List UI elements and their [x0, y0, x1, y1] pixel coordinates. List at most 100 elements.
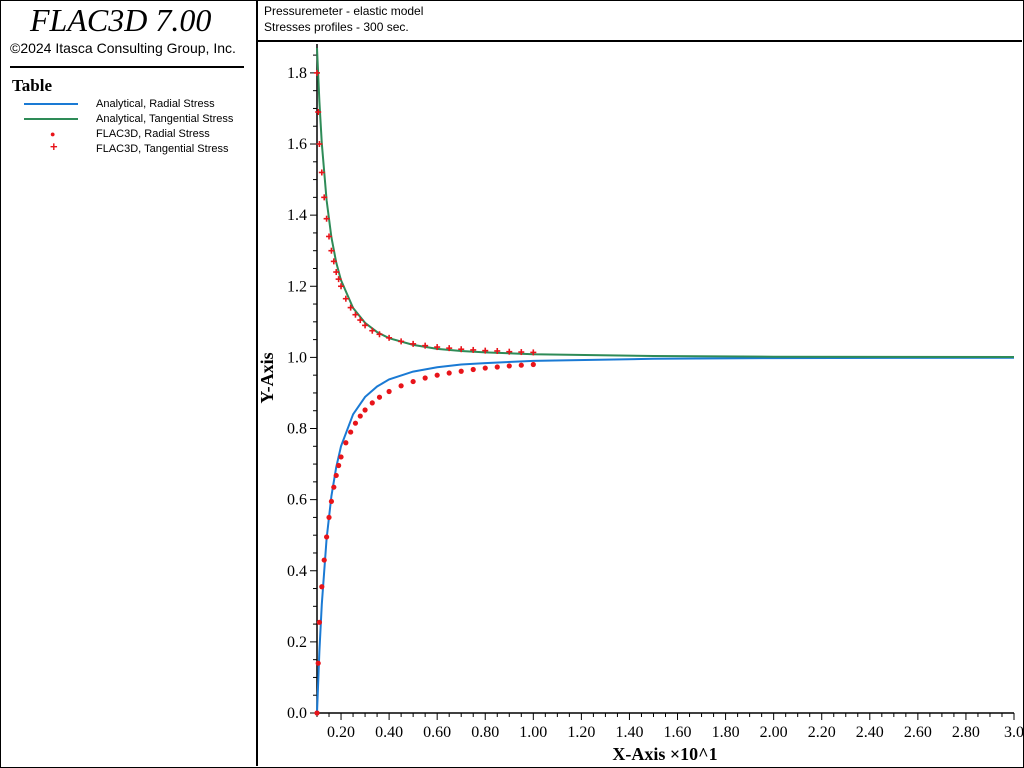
series-flac3d-radial-point [422, 375, 428, 381]
x-tick-label: 0.20 [327, 724, 355, 741]
legend-item-analytical-tangential: Analytical, Tangential Stress [20, 112, 254, 126]
divider [10, 66, 244, 68]
series-flac3d-tangential-point [338, 283, 345, 290]
y-tick-label: 1.0 [287, 349, 307, 366]
x-tick-label: 1.60 [664, 724, 692, 741]
y-tick-label: 1.2 [287, 278, 307, 295]
series-flac3d-tangential-point [470, 346, 477, 353]
series-flac3d-radial-point [336, 462, 342, 469]
series-flac3d-radial-point [530, 361, 536, 368]
series-flac3d-tangential-point [362, 322, 369, 329]
x-tick-label: 1.20 [567, 724, 595, 741]
series-flac3d-tangential-point [352, 311, 359, 318]
plus-marker-icon: + [50, 139, 58, 154]
legend-swatch-line [20, 97, 84, 111]
series-flac3d-radial-point [506, 363, 512, 369]
series-flac3d-radial-point [369, 400, 375, 406]
series-flac3d-tangential-point [330, 258, 337, 265]
series-flac3d-radial-point [362, 407, 368, 413]
series-flac3d-tangential-point [386, 334, 393, 341]
series-flac3d-tangential-point [316, 141, 323, 148]
x-tick-label: 1.40 [615, 724, 643, 741]
series-flac3d-radial-point [357, 413, 363, 419]
series-flac3d-tangential-point [315, 109, 322, 116]
series-flac3d-radial-point [398, 383, 404, 389]
series-flac3d-tangential-point [506, 348, 513, 355]
series-flac3d-radial-point [328, 498, 335, 505]
series-flac3d-radial-point [494, 364, 500, 370]
series-flac3d-radial-point [315, 660, 321, 666]
x-tick-label: 2.20 [808, 724, 836, 741]
series-flac3d-radial-point [319, 584, 325, 590]
plot-subtitle: Stresses profiles - 300 sec. [264, 20, 409, 34]
legend-item-analytical-radial: Analytical, Radial Stress [20, 97, 254, 111]
legend-item-flac3d-radial: ● FLAC3D, Radial Stress [20, 127, 254, 141]
y-tick-label: 1.4 [287, 207, 307, 224]
series-flac3d-tangential-point [328, 247, 335, 254]
series-flac3d-radial-point [331, 484, 337, 490]
series-flac3d-radial-point [343, 440, 349, 446]
legend-label: Analytical, Tangential Stress [96, 113, 234, 125]
series-flac3d-tangential-point [530, 349, 537, 356]
x-tick-label: 2.80 [952, 724, 980, 741]
series-flac3d-radial-point [518, 362, 524, 368]
y-tick-label: 0.8 [287, 421, 307, 438]
series-flac3d-radial-point [348, 429, 354, 435]
series-flac3d-tangential-point [314, 69, 320, 76]
y-tick-label: 0.4 [287, 563, 307, 580]
series-flac3d-tangential-point [422, 342, 429, 349]
series-flac3d-radial-point [410, 378, 416, 385]
x-tick-label: 1.00 [519, 724, 547, 741]
x-tick-label: 0.80 [471, 724, 499, 741]
series-flac3d-radial-point [321, 557, 327, 563]
series-flac3d-radial-point [316, 619, 323, 625]
legend-panel: FLAC3D 7.00 ©2024 Itasca Consulting Grou… [0, 0, 258, 766]
y-tick-label: 1.8 [287, 65, 307, 82]
x-axis-label: X-Axis ×10^1 [612, 744, 717, 764]
plot-title: Pressuremeter - elastic model [264, 4, 424, 18]
series-flac3d-radial-point [446, 370, 452, 376]
series-flac3d-tangential-point [518, 349, 525, 356]
series-flac3d-radial-point [314, 710, 320, 716]
copyright-text: ©2024 Itasca Consulting Group, Inc. [10, 40, 236, 56]
series-flac3d-tangential-point [318, 169, 325, 176]
plot-header: Pressuremeter - elastic model Stresses p… [257, 0, 1022, 42]
series-analytical-tangential-line [316, 47, 1015, 358]
series-flac3d-tangential-point [369, 327, 376, 334]
chart-series [314, 47, 1015, 716]
legend-title: Table [12, 76, 53, 95]
y-tick-label: 0.6 [287, 492, 307, 509]
series-analytical-radial-line [316, 356, 1015, 714]
y-tick-label: 0.0 [287, 705, 307, 722]
series-flac3d-radial-point [326, 514, 332, 521]
series-flac3d-tangential-point [335, 276, 342, 283]
legend-label: FLAC3D, Tangential Stress [96, 143, 229, 155]
series-flac3d-radial-point [324, 534, 330, 540]
series-flac3d-tangential-point [494, 347, 501, 354]
series-flac3d-tangential-point [446, 345, 453, 352]
legend-swatch-line [20, 112, 84, 126]
legend-swatch-marker: ● [20, 127, 84, 141]
x-tick-label: 0.40 [375, 724, 403, 741]
series-flac3d-tangential-point [434, 344, 441, 351]
app-title: FLAC3D 7.00 [30, 2, 212, 38]
legend-label: FLAC3D, Radial Stress [96, 128, 210, 140]
series-flac3d-tangential-point [398, 338, 405, 345]
chart-axes: 0.20 0.40 0.60 0.80 1.00 1.20 1.40 1.60 1.80 2.00… [287, 44, 1024, 741]
series-flac3d-radial-point [470, 366, 476, 373]
x-tick-label: 2.00 [760, 724, 788, 741]
y-axis-label: Y-Axis [257, 352, 277, 403]
series-flac3d-tangential-point [357, 317, 364, 324]
series-flac3d-radial-point [376, 394, 383, 400]
y-tick-label: 1.6 [287, 136, 307, 153]
x-tick-label: 2.60 [904, 724, 932, 741]
series-flac3d-tangential-point [458, 346, 465, 353]
series-flac3d-tangential-point [342, 295, 349, 302]
x-tick-label: 3.0 [1004, 724, 1024, 741]
x-tick-label: 2.40 [856, 724, 884, 741]
series-flac3d-tangential-point [326, 233, 333, 240]
series-flac3d-tangential-point [333, 269, 340, 276]
series-flac3d-radial-point [482, 365, 488, 371]
series-flac3d-tangential-point [482, 347, 489, 354]
